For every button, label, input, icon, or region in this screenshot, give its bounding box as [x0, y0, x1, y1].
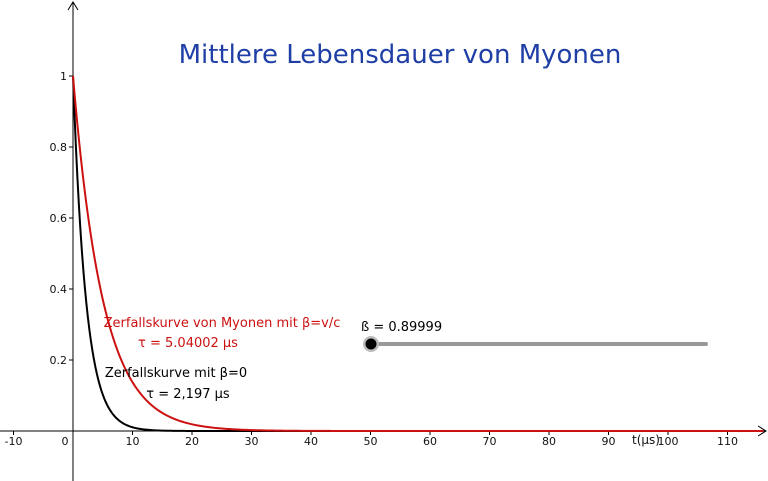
series-label-rest: Zerfallskurve mit β=0 — [105, 366, 247, 381]
x-axis-arrow — [757, 425, 767, 437]
x-tick-label: 90 — [602, 435, 616, 448]
x-tick-label: 20 — [185, 435, 199, 448]
x-tick-label: 100 — [658, 435, 679, 448]
y-tick-label: 1 — [60, 70, 67, 83]
x-tick-label: -10 — [5, 435, 23, 448]
y-tick-label: 0.2 — [50, 354, 68, 367]
chart-title: Mittlere Lebensdauer von Myonen — [179, 40, 622, 70]
x-tick-label: 60 — [423, 435, 437, 448]
y-ticks: 0.2 0.4 0.6 0.8 1 — [50, 70, 73, 367]
x-tick-label: 30 — [245, 435, 259, 448]
y-tick-label: 0.8 — [50, 141, 68, 154]
x-axis-label: t(μs) — [632, 433, 660, 447]
x-tick-label: 80 — [542, 435, 556, 448]
x-tick-label: 110 — [717, 435, 738, 448]
x-tick-label: 10 — [126, 435, 140, 448]
series-label-relativistic: Zerfallskurve von Myonen mit β=v/c — [104, 316, 341, 331]
series-group — [72, 75, 764, 432]
beta-slider[interactable]: ß = 0.89999 — [361, 320, 708, 352]
y-tick-label: 0.4 — [50, 283, 68, 296]
x-tick-label: 50 — [364, 435, 378, 448]
y-axis-arrow — [67, 1, 79, 11]
x-tick-label: 40 — [304, 435, 318, 448]
x-tick-label: 0 — [62, 435, 69, 448]
series-tau-rest: τ = 2,197 μs — [146, 387, 230, 402]
x-ticks: -10 0 10 20 30 40 50 60 70 80 90 100 110 — [5, 431, 738, 448]
y-tick-label: 0.6 — [50, 212, 68, 225]
slider-knob[interactable] — [365, 338, 377, 350]
series-line-relativistic — [72, 75, 764, 432]
slider-label: ß = 0.89999 — [361, 320, 442, 335]
x-tick-label: 70 — [483, 435, 497, 448]
series-tau-relativistic: τ = 5.04002 μs — [138, 336, 238, 351]
